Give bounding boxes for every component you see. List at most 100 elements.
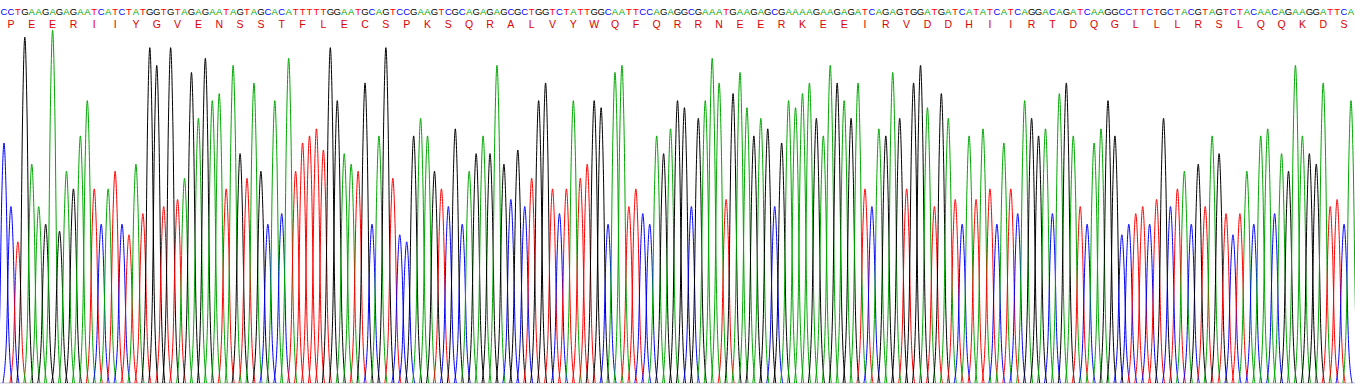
base-label: A [570, 6, 577, 17]
base-label: G [813, 6, 820, 17]
peak [1176, 171, 1192, 383]
peak [1093, 129, 1109, 383]
base-label: G [1063, 6, 1070, 17]
amino-acid-label: E [736, 18, 743, 30]
base-label: A [105, 6, 112, 17]
amino-acid-label: Q [1090, 18, 1098, 30]
peak [440, 207, 456, 384]
base-label: A [799, 6, 806, 17]
peak [65, 189, 81, 383]
peak [954, 224, 970, 383]
amino-acid-label: F [633, 18, 639, 30]
base-label: C [1167, 6, 1174, 17]
base-label: C [1049, 6, 1056, 17]
base-label: A [980, 6, 987, 17]
peak [565, 101, 581, 383]
base-label: C [646, 6, 653, 17]
amino-acid-label: I [93, 18, 96, 30]
base-label: A [612, 6, 619, 17]
amino-acid-label: R [486, 18, 494, 30]
amino-acid-label: Q [1277, 18, 1285, 30]
chromatogram-svg: CCTGAAGAGAGAATCATCTATGGTGTAGAGAATAGTAGCA… [0, 0, 1355, 385]
base-label: T [633, 6, 639, 17]
base-label: A [1348, 6, 1355, 17]
amino-acid-label: V [174, 18, 181, 30]
peak [1003, 189, 1019, 383]
base-label: C [1014, 6, 1021, 17]
peak [572, 178, 588, 383]
base-label: T [626, 6, 632, 17]
base-label: T [904, 6, 910, 17]
base-label: C [556, 6, 563, 17]
amino-acid-label: H [965, 18, 973, 30]
base-label: T [1140, 6, 1146, 17]
peak [420, 136, 436, 383]
peak [940, 118, 956, 383]
peak [794, 94, 810, 383]
chart-container: CCTGAAGAGAGAATCATCTATGGTGTAGAGAATAGTAGCA… [0, 0, 1355, 385]
base-label: G [917, 6, 924, 17]
amino-acid-label: E [757, 18, 764, 30]
peak [1058, 83, 1074, 383]
amino-acid-label: S [382, 18, 389, 30]
amino-acid-label: G [1111, 18, 1119, 30]
base-label: T [987, 6, 993, 17]
base-label: G [1035, 6, 1042, 17]
amino-acid-label: P [7, 18, 14, 30]
amino-acid-label: S [445, 18, 452, 30]
base-label: G [729, 6, 736, 17]
base-label: A [924, 6, 931, 17]
base-label: G [1195, 6, 1202, 17]
peak [461, 171, 477, 383]
peak [885, 72, 901, 383]
base-label: C [993, 6, 1000, 17]
amino-acid-label: W [589, 18, 599, 30]
peak [79, 101, 95, 383]
peak [1037, 129, 1053, 383]
peak [892, 118, 908, 383]
amino-acid-label: R [1028, 18, 1036, 30]
peak [183, 72, 199, 383]
peak [24, 164, 40, 383]
amino-acid-label: R [882, 18, 890, 30]
peak [788, 108, 804, 383]
peak [1065, 136, 1081, 383]
base-label: G [778, 6, 785, 17]
amino-acid-label: Q [1257, 18, 1265, 30]
base-label: A [84, 6, 91, 17]
base-label: A [820, 6, 827, 17]
amino-acid-label: P [403, 18, 410, 30]
amino-acid-label: C [361, 18, 369, 30]
peak [489, 65, 505, 383]
amino-acid-label: T [279, 18, 286, 30]
peak [211, 94, 227, 383]
peak [295, 143, 311, 383]
peak [190, 118, 206, 383]
peak [93, 224, 109, 383]
peak [45, 30, 61, 383]
amino-acid-label: R [674, 18, 682, 30]
peak [1162, 207, 1178, 384]
peak [718, 199, 734, 383]
peak [1114, 235, 1130, 383]
peak [1031, 136, 1047, 383]
translation: PEERIIYGVENSSTFLECSPKSQRALVYWQFQRRNEERKE… [7, 18, 1347, 30]
amino-acid-label: E [28, 18, 35, 30]
amino-acid-label: Y [132, 18, 139, 30]
base-label: T [15, 6, 21, 17]
peak [1253, 136, 1269, 383]
base-label: T [1154, 6, 1160, 17]
peak [1281, 171, 1297, 383]
base-label: T [1327, 6, 1333, 17]
base-label: T [577, 6, 583, 17]
peak [663, 129, 679, 383]
peak [656, 154, 672, 383]
amino-acid-label: S [257, 18, 264, 30]
base-label: A [286, 6, 293, 17]
base-label: C [278, 6, 285, 17]
peak [982, 189, 998, 383]
base-label: T [307, 6, 313, 17]
base-label: G [1285, 6, 1292, 17]
base-label: G [1215, 6, 1222, 17]
base-label: G [42, 6, 49, 17]
